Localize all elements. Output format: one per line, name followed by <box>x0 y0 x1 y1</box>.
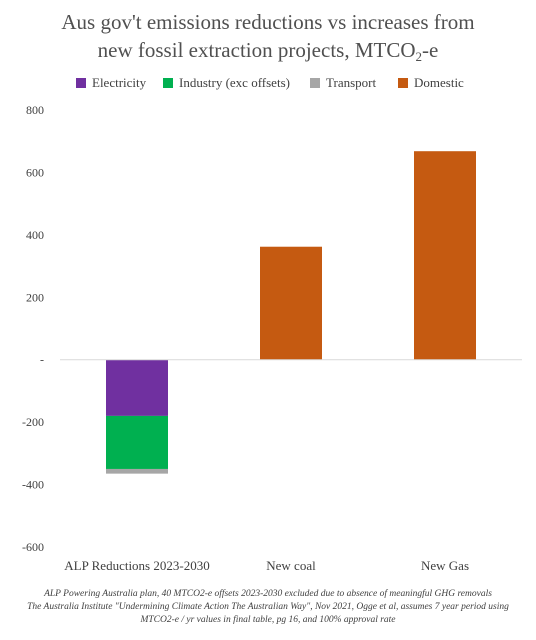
footnote-line-3: MTCO2-e / yr values in final table, pg 1… <box>140 615 396 625</box>
bar-segment <box>106 359 168 416</box>
y-tick-label: -200 <box>22 415 44 429</box>
y-tick-label: - <box>40 353 44 367</box>
chart-title-line-2-suffix: -e <box>422 38 439 62</box>
x-category-label: New coal <box>266 558 316 573</box>
y-tick-label: 400 <box>26 228 44 242</box>
y-tick-label: 600 <box>26 165 44 179</box>
x-category-label: New Gas <box>421 558 469 573</box>
bar-segment <box>260 246 322 360</box>
bar-segment <box>414 151 476 360</box>
bar-segment <box>106 468 168 474</box>
footnote: ALP Powering Australia plan, 40 MTCO2-e … <box>0 588 536 627</box>
legend-item-electricity: Electricity <box>76 75 146 91</box>
y-tick-label: -600 <box>22 540 44 554</box>
legend-label-transport: Transport <box>326 75 377 90</box>
footnote-line-1: ALP Powering Australia plan, 40 MTCO2-e … <box>44 589 492 599</box>
legend-swatch-transport <box>310 78 320 88</box>
y-tick-label: 200 <box>26 290 44 304</box>
footnote-line-2: The Australia Institute "Undermining Cli… <box>27 602 509 612</box>
chart-title-line-2: new fossil extraction projects, MTCO2-e <box>0 36 536 64</box>
legend-item-domestic: Domestic <box>398 75 464 91</box>
bar-segment <box>106 415 168 469</box>
legend-label-domestic: Domestic <box>414 75 464 90</box>
legend-swatch-electricity <box>76 78 86 88</box>
chart-legend: Electricity Industry (exc offsets) Trans… <box>0 75 536 93</box>
x-category-label: ALP Reductions 2023-2030 <box>64 558 209 573</box>
legend-swatch-domestic <box>398 78 408 88</box>
y-tick-label: 800 <box>26 103 44 117</box>
legend-swatch-industry <box>163 78 173 88</box>
legend-item-transport: Transport <box>310 75 376 91</box>
chart-title-line-2-prefix: new fossil extraction projects, MTCO <box>97 38 416 62</box>
legend-item-industry: Industry (exc offsets) <box>163 75 290 91</box>
legend-label-industry: Industry (exc offsets) <box>179 75 290 90</box>
y-tick-label: -400 <box>22 478 44 492</box>
chart-title-subscript: 2 <box>415 49 423 64</box>
chart-title: Aus gov't emissions reductions vs increa… <box>0 8 536 64</box>
chart-title-line-1: Aus gov't emissions reductions vs increa… <box>61 10 475 34</box>
legend-label-electricity: Electricity <box>92 75 147 90</box>
